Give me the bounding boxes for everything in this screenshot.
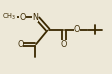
Text: N: N — [32, 13, 38, 22]
Text: O: O — [61, 40, 67, 49]
Text: O: O — [74, 25, 80, 34]
Text: O: O — [19, 13, 26, 22]
Text: O: O — [17, 40, 24, 49]
Text: CH$_3$: CH$_3$ — [2, 12, 17, 22]
